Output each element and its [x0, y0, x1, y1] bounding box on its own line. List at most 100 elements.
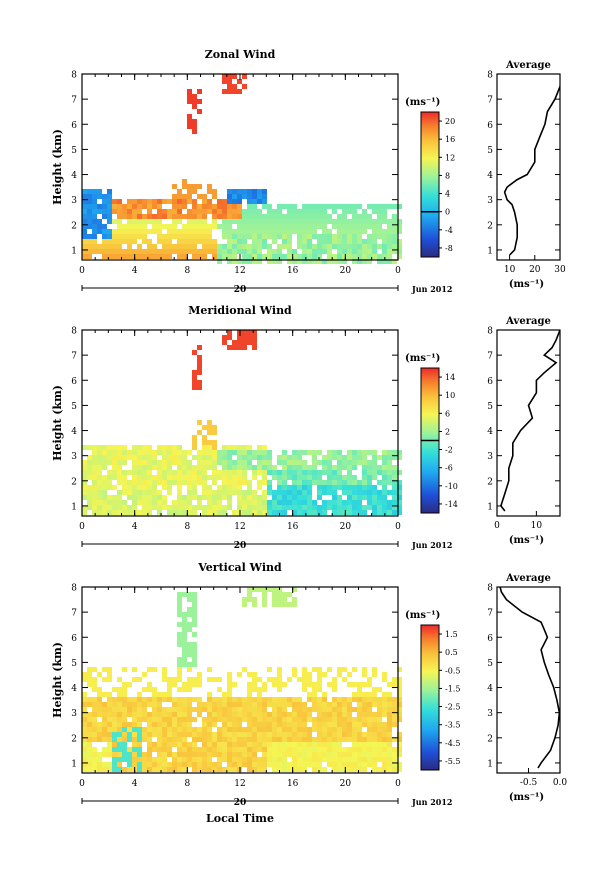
y-tick-label: 7 — [71, 352, 77, 362]
profile-y-tick-label: 6 — [487, 377, 493, 387]
profile-frame — [496, 329, 561, 517]
date-axis-day: 20 — [234, 541, 247, 551]
profile-x-tick-label: 30 — [554, 265, 566, 275]
date-axis-label: Jun 2012 — [411, 797, 452, 807]
colorbar-tick-label: -5.5 — [445, 757, 460, 766]
y-tick-label: 1 — [71, 246, 77, 256]
y-tick-label: 2 — [71, 221, 77, 231]
profile-y-tick-label: 2 — [487, 221, 493, 231]
profile-x-tick-label: 0.0 — [553, 778, 568, 788]
colorbar-tick-label: -8 — [445, 244, 453, 253]
profile-x-tick-label: -0.5 — [520, 778, 538, 788]
heatmap-cells — [82, 74, 402, 264]
y-tick-label: 6 — [71, 121, 77, 131]
colorbar-tick-label: 2 — [445, 427, 450, 436]
y-tick-label: 6 — [71, 377, 77, 387]
x-axis-label: Local Time — [206, 812, 274, 825]
x-tick-label: 4 — [132, 779, 138, 789]
colorbar — [420, 111, 440, 258]
y-tick-label: 5 — [71, 659, 77, 669]
x-tick-label: 0 — [79, 779, 85, 789]
chart-title: Zonal Wind — [205, 48, 276, 61]
profile-y-tick-label: 4 — [487, 171, 493, 181]
profile-y-tick-label: 2 — [487, 477, 493, 487]
colorbar-tick-label: -6 — [445, 464, 453, 473]
profile-title: Average — [505, 316, 551, 327]
x-tick-label: 20 — [340, 779, 352, 789]
colorbar-unit: (ms⁻¹) — [405, 353, 440, 364]
colorbar-tick-label: -10 — [445, 482, 458, 491]
profile-x-label: (ms⁻¹) — [509, 792, 544, 803]
profile-y-tick-label: 6 — [487, 634, 493, 644]
colorbar-tick-label: -2 — [445, 446, 453, 455]
x-tick-label: 0 — [395, 266, 401, 276]
colorbar-tick-label: 8 — [445, 171, 450, 180]
y-tick-label: 8 — [71, 584, 77, 594]
x-tick-label: 16 — [287, 266, 299, 276]
profile-y-tick-label: 5 — [487, 402, 493, 412]
profile-y-tick-label: 1 — [487, 759, 493, 769]
y-tick-label: 7 — [71, 96, 77, 106]
profile-y-tick-label: 3 — [487, 196, 493, 206]
colorbar-tick-label: 0 — [445, 208, 450, 217]
x-tick-label: 12 — [234, 779, 245, 789]
y-tick-label: 6 — [71, 634, 77, 644]
profile-line — [503, 82, 560, 256]
y-tick-label: 8 — [71, 71, 77, 81]
profile-y-tick-label: 8 — [487, 327, 493, 337]
chart-title: Vertical Wind — [197, 561, 282, 574]
profile-y-tick-label: 6 — [487, 121, 493, 131]
colorbar-tick-label: 14 — [445, 373, 455, 382]
y-tick-label: 8 — [71, 327, 77, 337]
profile-x-label: (ms⁻¹) — [509, 279, 544, 290]
profile-x-tick-label: 20 — [529, 265, 541, 275]
x-tick-label: 8 — [184, 779, 190, 789]
heatmap-cells — [82, 587, 402, 772]
colorbar-tick-label: 6 — [445, 409, 450, 418]
y-tick-label: 3 — [71, 196, 77, 206]
x-tick-label: 16 — [287, 779, 299, 789]
profile-x-tick-label: 10 — [504, 265, 516, 275]
profile-y-tick-label: 7 — [487, 609, 493, 619]
y-tick-label: 3 — [71, 709, 77, 719]
y-axis-label: Height (km) — [51, 385, 64, 461]
x-tick-label: 0 — [395, 522, 401, 532]
y-tick-label: 5 — [71, 402, 77, 412]
profile-frame — [496, 73, 561, 261]
profile-y-tick-label: 7 — [487, 352, 493, 362]
y-tick-label: 1 — [71, 759, 77, 769]
x-tick-label: 0 — [79, 522, 85, 532]
profile-y-tick-label: 4 — [487, 684, 493, 694]
colorbar-tick-label: 16 — [445, 135, 455, 144]
y-tick-label: 4 — [71, 171, 77, 181]
profile-title: Average — [505, 60, 551, 71]
x-tick-label: 20 — [340, 522, 352, 532]
x-tick-label: 12 — [234, 266, 245, 276]
colorbar-unit: (ms⁻¹) — [405, 97, 440, 108]
profile-y-tick-label: 1 — [487, 246, 493, 256]
colorbar-tick-label: -3.5 — [445, 721, 460, 730]
profile-line — [500, 330, 560, 512]
x-tick-label: 12 — [234, 522, 245, 532]
profile-panel: Average 1 2 3 4 5 6 7 8 0 10 (ms⁻¹) — [487, 316, 561, 546]
profile-x-tick-label: 10 — [531, 521, 543, 531]
profile-title: Average — [505, 573, 551, 584]
y-tick-label: 2 — [71, 477, 77, 487]
x-tick-label: 4 — [132, 266, 138, 276]
x-tick-label: 0 — [395, 779, 401, 789]
profile-y-tick-label: 1 — [487, 502, 493, 512]
profile-y-tick-label: 8 — [487, 71, 493, 81]
y-tick-label: 1 — [71, 502, 77, 512]
colorbar-tick-label: -2.5 — [445, 703, 460, 712]
profile-panel: Average 1 2 3 4 5 6 7 8 10 20 30 (ms⁻¹) — [487, 60, 566, 290]
profile-y-tick-label: 2 — [487, 734, 493, 744]
colorbar-tick-label: 4 — [445, 190, 450, 199]
colorbar-tick-label: -0.5 — [445, 666, 460, 675]
colorbar-tick-label: -1.5 — [445, 684, 460, 693]
colorbar-tick-label: -4 — [445, 226, 453, 235]
profile-y-tick-label: 5 — [487, 146, 493, 156]
y-tick-label: 7 — [71, 609, 77, 619]
